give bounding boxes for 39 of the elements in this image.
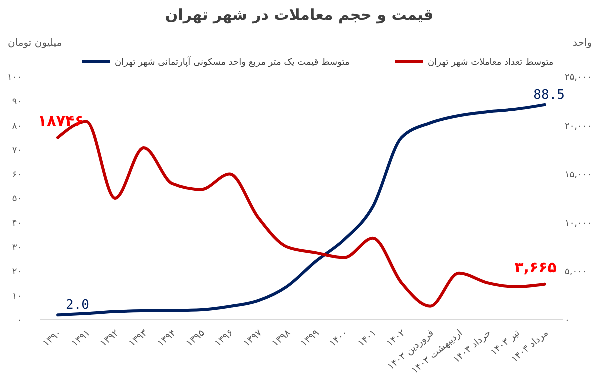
x-tick-label: ۱۳۹۳	[127, 328, 150, 350]
x-tick-label: ۱۴۰۰	[328, 328, 350, 350]
x-tick-label: ۱۳۹۷	[242, 328, 264, 350]
x-tick-label: ۱۳۹۵	[184, 328, 208, 350]
y2-tick-label: ۲۵,۰۰۰	[565, 73, 592, 84]
x-tick-label: ۱۴۰۱	[356, 328, 380, 350]
x-tick-label: ۱۳۹۰	[41, 328, 64, 350]
y2-tick-label: ۲۰,۰۰۰	[565, 122, 592, 132]
y-tick-label: ۸۰	[12, 122, 22, 132]
y2-tick-label: ۱۰,۰۰۰	[565, 218, 592, 229]
y2-axis-title: واحد	[572, 38, 592, 49]
y-tick-label: ۳۰	[12, 243, 22, 254]
data-label: 2.0	[66, 298, 90, 314]
legend-label: متوسط تعداد معاملات شهر تهران	[428, 58, 554, 68]
x-tick-label: ۱۳۹۶	[213, 328, 236, 350]
legend-label: متوسط قیمت یک متر مربع واحد مسکونی آپارتمانی شهر تهران	[115, 56, 350, 68]
y-axis-title: میلیون تومان	[8, 38, 62, 49]
x-tick-label: ۱۳۹۹	[299, 328, 322, 350]
data-label: 88.5	[534, 88, 565, 103]
y-tick-label: ۲۰	[12, 268, 22, 278]
x-tick-label: ۱۴۰۲	[384, 328, 408, 350]
y-tick-label: ۴۰	[12, 218, 22, 229]
y-tick-label: ۷۰	[12, 146, 22, 156]
x-tick-label: ۱۳۹۴	[156, 328, 179, 350]
y-tick-label: ۹۰	[12, 97, 22, 108]
y2-tick-label: ۰	[565, 316, 570, 326]
y2-tick-label: ۵,۰۰۰	[565, 268, 588, 278]
x-tick-label: ۱۳۹۱	[70, 328, 93, 350]
x-tick-label: ۱۳۹۸	[270, 328, 294, 350]
y-tick-label: ۵۰	[12, 194, 22, 205]
y-tick-label: ۶۰	[12, 170, 22, 180]
data-label: ۱۸۷۴۶	[38, 112, 84, 130]
y-tick-label: ۰	[17, 316, 22, 326]
chart-title: قیمت و حجم معاملات در شهر تهران	[165, 6, 434, 24]
y2-tick-label: ۱۵,۰۰۰	[565, 170, 592, 180]
data-label: ۳,۶۶۵	[514, 258, 557, 276]
y-tick-label: ۱۰۰	[7, 73, 22, 84]
x-tick-label: ۱۳۹۲	[98, 328, 122, 350]
y-tick-label: ۱۰	[12, 292, 22, 302]
